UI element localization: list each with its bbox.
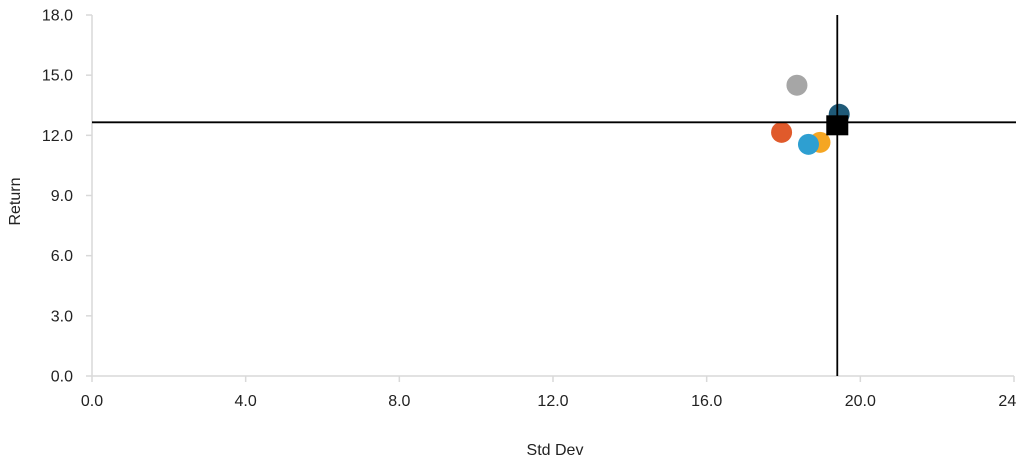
reference-lines xyxy=(92,15,1016,376)
y-tick-label: 3.0 xyxy=(51,308,73,325)
x-axis-ticks: 0.0 4.0 8.0 12.0 16.0 20.0 24.0 xyxy=(81,376,1016,410)
x-tick-label: 20.0 xyxy=(845,393,876,410)
data-point xyxy=(771,121,793,143)
y-tick-label: 9.0 xyxy=(51,188,73,205)
axes xyxy=(91,15,1014,377)
x-axis-title: Std Dev xyxy=(527,442,584,459)
y-axis-title: Return xyxy=(7,177,24,225)
x-tick-label: 0.0 xyxy=(81,393,103,410)
data-point xyxy=(797,133,819,155)
y-tick-label: 0.0 xyxy=(51,369,73,386)
y-tick-label: 18.0 xyxy=(42,8,73,25)
y-tick-label: 15.0 xyxy=(42,68,73,85)
x-tick-label: 4.0 xyxy=(235,393,257,410)
x-tick-label: 24.0 xyxy=(998,393,1016,410)
x-tick-label: 8.0 xyxy=(388,393,410,410)
x-tick-label: 12.0 xyxy=(537,393,568,410)
data-point xyxy=(786,74,808,96)
y-tick-label: 12.0 xyxy=(42,128,73,145)
x-tick-label: 16.0 xyxy=(691,393,722,410)
y-tick-label: 6.0 xyxy=(51,248,73,265)
y-axis-ticks: 0.0 3.0 6.0 9.0 12.0 15.0 18.0 xyxy=(42,8,92,386)
